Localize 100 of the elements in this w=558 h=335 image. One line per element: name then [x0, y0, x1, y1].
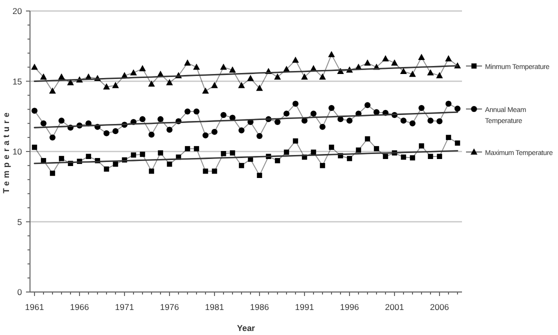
y-tick-label: 20	[12, 6, 22, 16]
point	[184, 146, 190, 152]
point	[446, 100, 452, 107]
x-tick-label: 1991	[295, 302, 314, 312]
point	[193, 64, 200, 70]
point	[140, 116, 146, 122]
point	[292, 100, 298, 107]
point	[436, 154, 442, 160]
point	[356, 147, 362, 153]
point	[319, 73, 326, 80]
x-tick-label: 1971	[115, 302, 134, 312]
point	[364, 102, 370, 108]
y-tick-label: 0	[17, 287, 22, 297]
point	[238, 82, 245, 88]
point	[427, 69, 434, 76]
y-axis-title: Temperature	[1, 110, 11, 194]
point	[194, 146, 200, 152]
point	[328, 144, 334, 150]
point	[139, 65, 146, 72]
point	[49, 87, 56, 94]
point	[310, 110, 316, 117]
point	[202, 87, 209, 94]
point	[202, 168, 208, 174]
point	[158, 116, 164, 122]
point	[238, 127, 244, 134]
point	[104, 166, 110, 172]
point	[103, 83, 110, 90]
point	[446, 134, 452, 140]
point	[104, 130, 110, 136]
point	[301, 73, 308, 80]
point	[40, 73, 47, 80]
point	[382, 154, 388, 160]
point	[400, 118, 406, 124]
point	[284, 150, 290, 155]
point	[320, 124, 326, 130]
point	[410, 120, 416, 126]
point	[310, 150, 316, 155]
point	[148, 132, 154, 138]
point	[32, 144, 38, 150]
point	[400, 68, 407, 74]
x-tick-label: 2001	[385, 302, 404, 312]
point	[112, 82, 119, 88]
point	[328, 50, 335, 58]
point	[410, 155, 416, 160]
x-tick-label: 1981	[205, 302, 224, 312]
point	[230, 150, 236, 156]
x-tick-label: 1986	[250, 302, 270, 312]
point	[130, 69, 137, 76]
point	[364, 59, 371, 66]
point	[50, 170, 56, 176]
point	[220, 112, 226, 118]
point	[409, 70, 416, 77]
point	[148, 80, 155, 87]
point	[32, 108, 38, 114]
y-tick-label: 5	[17, 216, 22, 227]
point	[320, 162, 326, 168]
point	[391, 59, 398, 66]
y-tick-label: 15	[12, 76, 22, 86]
point	[184, 108, 190, 114]
x-tick-label: 2006	[430, 302, 450, 312]
point	[364, 136, 370, 142]
point	[284, 110, 290, 117]
point	[328, 104, 334, 111]
point	[86, 154, 92, 160]
point	[436, 72, 443, 78]
point	[158, 150, 164, 156]
point	[148, 168, 154, 174]
point	[292, 56, 299, 63]
point	[212, 168, 218, 174]
point	[166, 79, 173, 86]
point	[292, 138, 298, 144]
point	[374, 146, 380, 152]
point	[166, 126, 172, 133]
point	[445, 55, 452, 62]
point	[256, 133, 262, 140]
point	[194, 108, 200, 114]
point	[418, 54, 425, 60]
point	[58, 73, 65, 80]
x-tick-label: 1976	[160, 302, 180, 312]
point	[212, 128, 218, 135]
x-axis-title: Year	[237, 323, 256, 333]
point	[256, 172, 262, 178]
point	[238, 162, 244, 168]
point	[454, 106, 460, 112]
point	[428, 154, 434, 160]
point	[274, 118, 280, 125]
point	[436, 118, 442, 124]
point	[58, 118, 64, 124]
point	[346, 118, 352, 124]
point	[31, 64, 38, 70]
x-tick-label: 1961	[25, 302, 44, 312]
point	[220, 64, 227, 70]
point	[202, 132, 208, 138]
y-tick-label: 10	[12, 146, 22, 156]
point	[346, 156, 352, 162]
point	[418, 143, 424, 148]
point	[166, 162, 172, 167]
point	[130, 152, 136, 158]
point	[428, 118, 434, 124]
point	[50, 134, 56, 140]
